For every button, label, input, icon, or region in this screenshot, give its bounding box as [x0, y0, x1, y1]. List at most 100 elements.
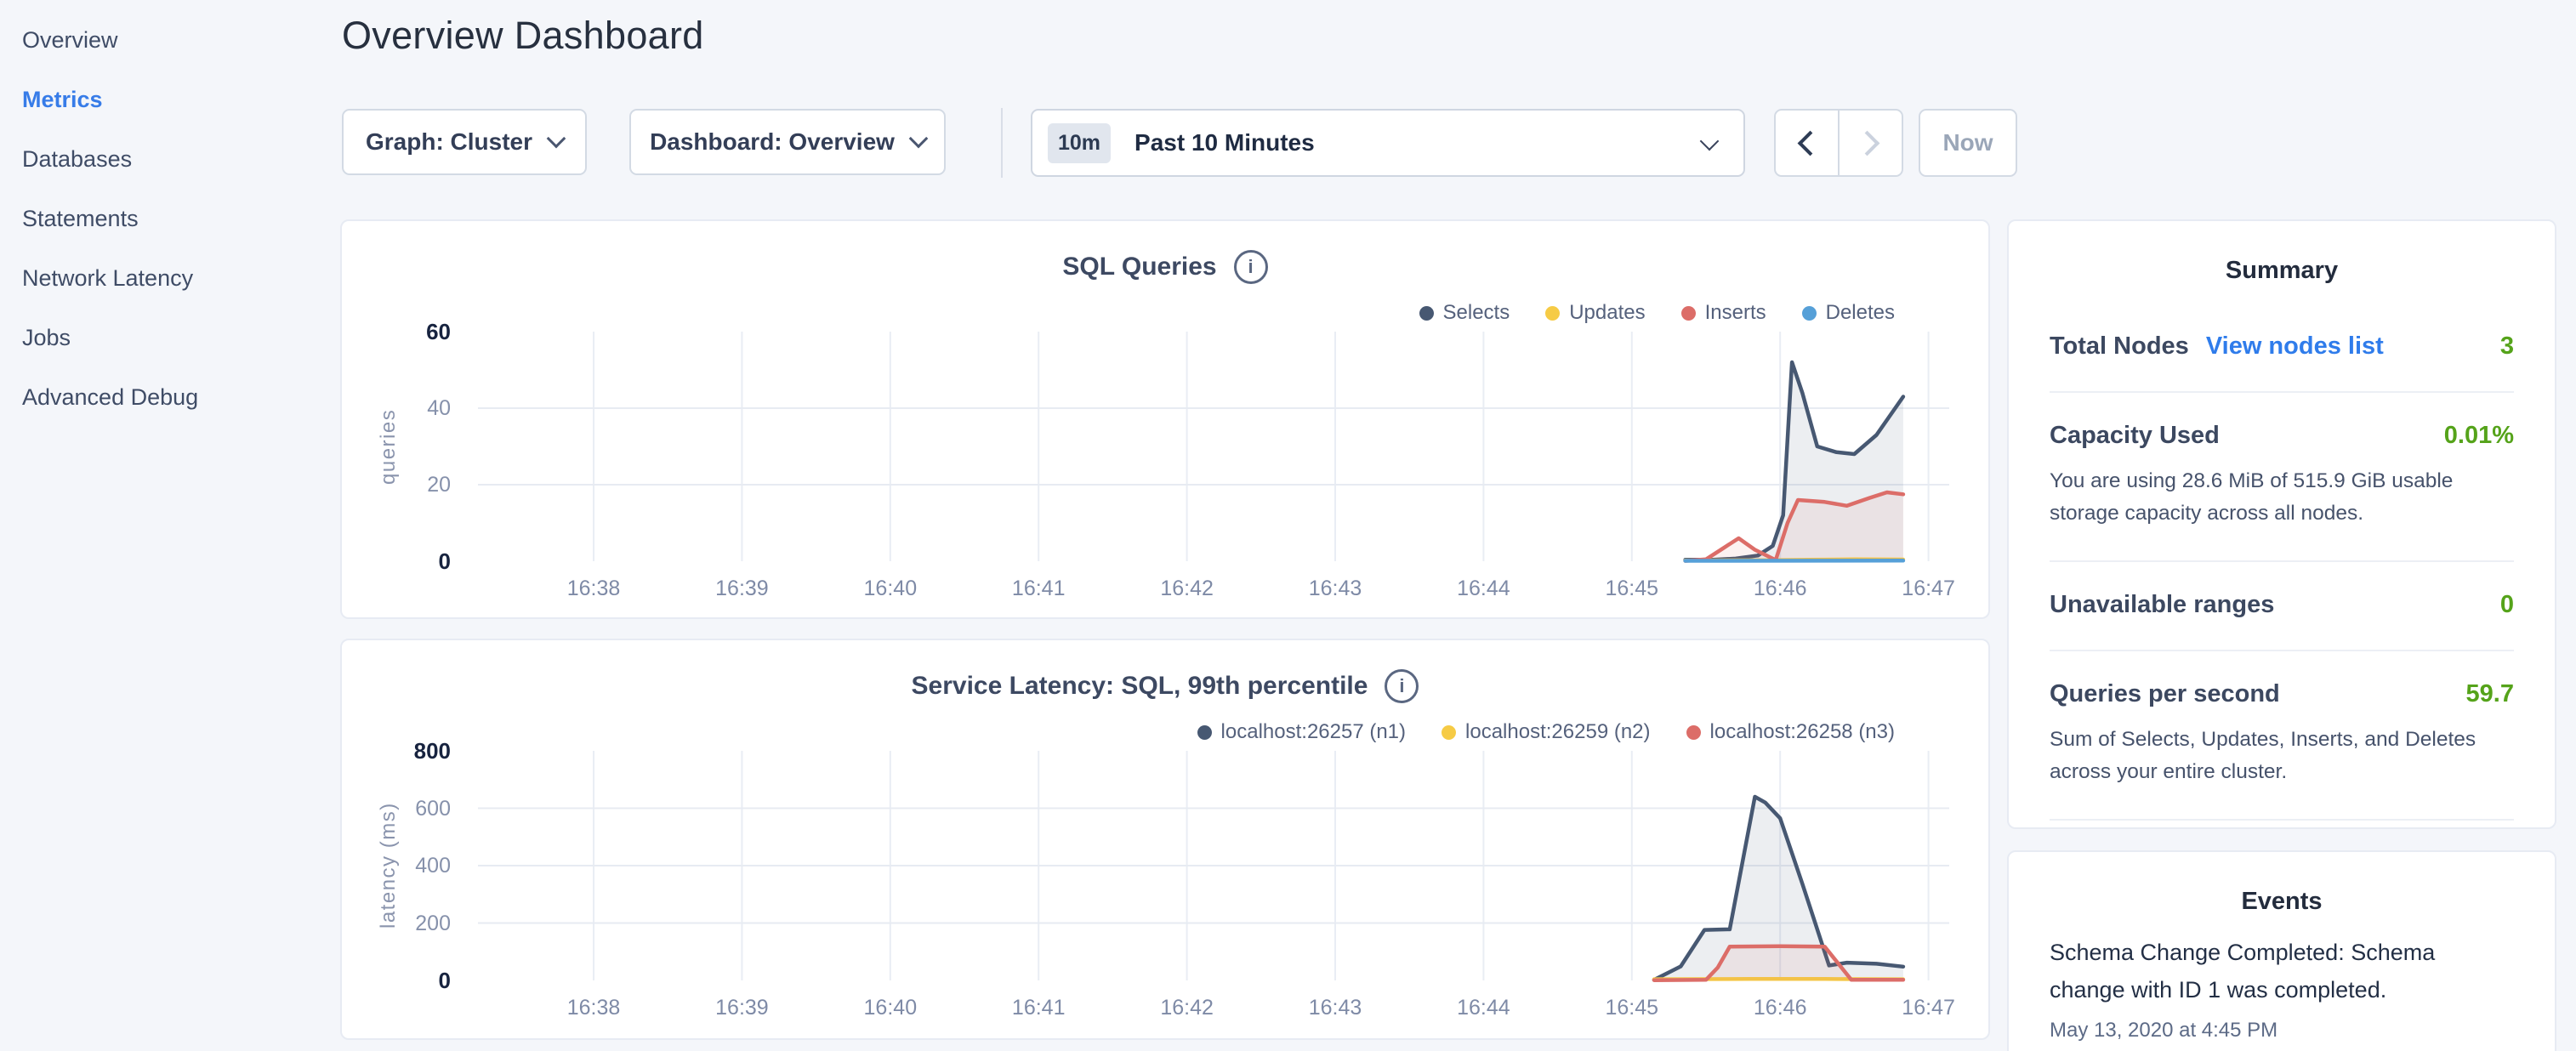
sidebar-item-overview[interactable]: Overview: [0, 10, 340, 70]
summary-row-label: Queries per second: [2050, 680, 2280, 708]
summary-row-value: 59.7: [2466, 680, 2514, 708]
x-axis-tick: 16:46: [1720, 996, 1840, 1020]
x-axis-tick: 16:43: [1276, 577, 1395, 601]
sidebar-item-databases[interactable]: Databases: [0, 129, 340, 189]
controls-divider: [1001, 108, 1003, 178]
chevron-down-icon: [1700, 132, 1720, 151]
time-window-label: Past 10 Minutes: [1134, 129, 1679, 156]
summary-row-value: 0: [2500, 591, 2514, 619]
x-axis-tick: 16:45: [1572, 577, 1692, 601]
info-icon[interactable]: i: [1234, 250, 1268, 284]
graph-dropdown[interactable]: Graph: Cluster: [342, 109, 587, 175]
summary-row-description: You are using 28.6 MiB of 515.9 GiB usab…: [2050, 465, 2514, 530]
event-item[interactable]: Schema Change Completed: Schema change w…: [2050, 935, 2514, 1042]
chevron-left-icon: [1798, 130, 1823, 156]
legend-dot: [1419, 306, 1434, 321]
x-axis-tick: 16:38: [534, 577, 653, 601]
x-axis-tick: 16:39: [682, 996, 801, 1020]
summary-row-header: Unavailable ranges 0: [2050, 591, 2514, 619]
legend-dot: [1686, 725, 1701, 740]
x-axis-tick: 16:42: [1128, 577, 1247, 601]
x-axis-tick: 16:45: [1572, 996, 1692, 1020]
x-axis-tick: 16:40: [831, 577, 950, 601]
legend-item-localhost-26259-n2[interactable]: localhost:26259 (n2): [1442, 720, 1650, 744]
summary-row-unavailable-ranges: Unavailable ranges 0: [2050, 560, 2514, 650]
time-window-selector[interactable]: 10m Past 10 Minutes: [1031, 109, 1745, 177]
summary-row-header: Capacity Used0.01%: [2050, 422, 2514, 450]
chart-title: Service Latency: SQL, 99th percentile: [912, 672, 1368, 701]
x-axis-tick: 16:41: [979, 577, 1098, 601]
legend-item-localhost-26258-n3[interactable]: localhost:26258 (n3): [1686, 720, 1895, 744]
events-list: Schema Change Completed: Schema change w…: [2050, 935, 2514, 1042]
legend-label: Inserts: [1705, 301, 1766, 325]
y-axis-tick: 200: [342, 911, 451, 936]
summary-rows: Total NodesView nodes list3Capacity Used…: [2050, 304, 2514, 908]
chart-header: SQL Queries i: [342, 250, 1988, 284]
sql-queries-chart-card: SQL Queries i Selects Updates Inserts Delet…: [340, 219, 1990, 619]
summary-row-queries-per-second: Queries per second59.7Sum of Selects, Up…: [2050, 650, 2514, 819]
summary-row-header: Queries per second 59.7: [2050, 680, 2514, 708]
legend-dot: [1197, 725, 1212, 740]
chevron-down-icon: [547, 129, 566, 149]
chevron-down-icon: [909, 129, 929, 149]
event-timestamp: May 13, 2020 at 4:45 PM: [2050, 1019, 2514, 1042]
summary-row-label: Total Nodes: [2050, 332, 2189, 361]
legend-item-localhost-26257-n1[interactable]: localhost:26257 (n1): [1197, 720, 1406, 744]
summary-row-value: 0.01%: [2444, 422, 2514, 450]
summary-row-label: Unavailable ranges: [2050, 591, 2274, 619]
y-axis-tick: 60: [342, 319, 451, 344]
y-axis-tick: 400: [342, 853, 451, 878]
dashboard-dropdown[interactable]: Dashboard: Overview: [629, 109, 946, 175]
x-axis-tick: 16:40: [831, 996, 950, 1020]
events-panel: Events Schema Change Completed: Schema c…: [2007, 850, 2556, 1051]
sidebar-item-metrics[interactable]: Metrics: [0, 70, 340, 129]
chart-plot-area[interactable]: [478, 332, 1949, 561]
summary-panel: Summary Total NodesView nodes list3Capac…: [2007, 219, 2556, 829]
sidebar-item-network-latency[interactable]: Network Latency: [0, 248, 340, 308]
sidebar-item-jobs[interactable]: Jobs: [0, 308, 340, 367]
legend-label: Updates: [1569, 301, 1645, 325]
x-axis-tick: 16:42: [1128, 996, 1247, 1020]
legend-label: localhost:26258 (n3): [1710, 720, 1895, 744]
legend-dot: [1545, 306, 1560, 321]
sidebar-item-advanced-debug[interactable]: Advanced Debug: [0, 367, 340, 427]
time-prev-button[interactable]: [1774, 109, 1840, 177]
view-nodes-list-link[interactable]: View nodes list: [2206, 332, 2384, 361]
y-axis-tick: 0: [342, 548, 451, 574]
legend-item-deletes[interactable]: Deletes: [1802, 301, 1895, 325]
events-title: Events: [2050, 888, 2514, 916]
app-root: OverviewMetricsDatabasesStatementsNetwor…: [0, 0, 2576, 1051]
legend-dot: [1802, 306, 1817, 321]
legend-label: Selects: [1443, 301, 1510, 325]
chevron-right-icon: [1855, 130, 1880, 156]
time-next-button[interactable]: [1838, 109, 1903, 177]
sidebar-item-statements[interactable]: Statements: [0, 189, 340, 248]
legend-dot: [1681, 306, 1696, 321]
time-window-badge: 10m: [1048, 123, 1111, 163]
chart-header: Service Latency: SQL, 99th percentile i: [342, 669, 1988, 703]
legend-label: localhost:26259 (n2): [1465, 720, 1650, 744]
now-button[interactable]: Now: [1919, 109, 2017, 177]
summary-row-header: Total NodesView nodes list3: [2050, 332, 2514, 361]
y-axis-tick: 40: [342, 395, 451, 421]
x-axis-tick: 16:38: [534, 996, 653, 1020]
legend-item-updates[interactable]: Updates: [1545, 301, 1645, 325]
info-icon[interactable]: i: [1385, 669, 1419, 703]
summary-title: Summary: [2050, 257, 2514, 285]
y-axis-tick: 20: [342, 472, 451, 497]
time-step-button-group: [1774, 109, 1903, 177]
x-axis-tick: 16:47: [1869, 996, 1988, 1020]
legend-dot: [1442, 725, 1456, 740]
legend-label: localhost:26257 (n1): [1221, 720, 1406, 744]
chart-legend: localhost:26257 (n1) localhost:26259 (n2)…: [1197, 720, 1895, 744]
x-axis-tick: 16:44: [1424, 996, 1543, 1020]
x-axis-tick: 16:46: [1720, 577, 1840, 601]
legend-item-inserts[interactable]: Inserts: [1681, 301, 1766, 325]
legend-item-selects[interactable]: Selects: [1419, 301, 1510, 325]
chart-plot-area[interactable]: [478, 751, 1949, 980]
y-axis-unit-label: queries: [374, 332, 403, 561]
chart-legend: Selects Updates Inserts Deletes: [1419, 301, 1896, 325]
summary-row-capacity-used: Capacity Used0.01% You are using 28.6 MiB…: [2050, 391, 2514, 560]
page-title: Overview Dashboard: [342, 14, 704, 58]
legend-label: Deletes: [1826, 301, 1895, 325]
